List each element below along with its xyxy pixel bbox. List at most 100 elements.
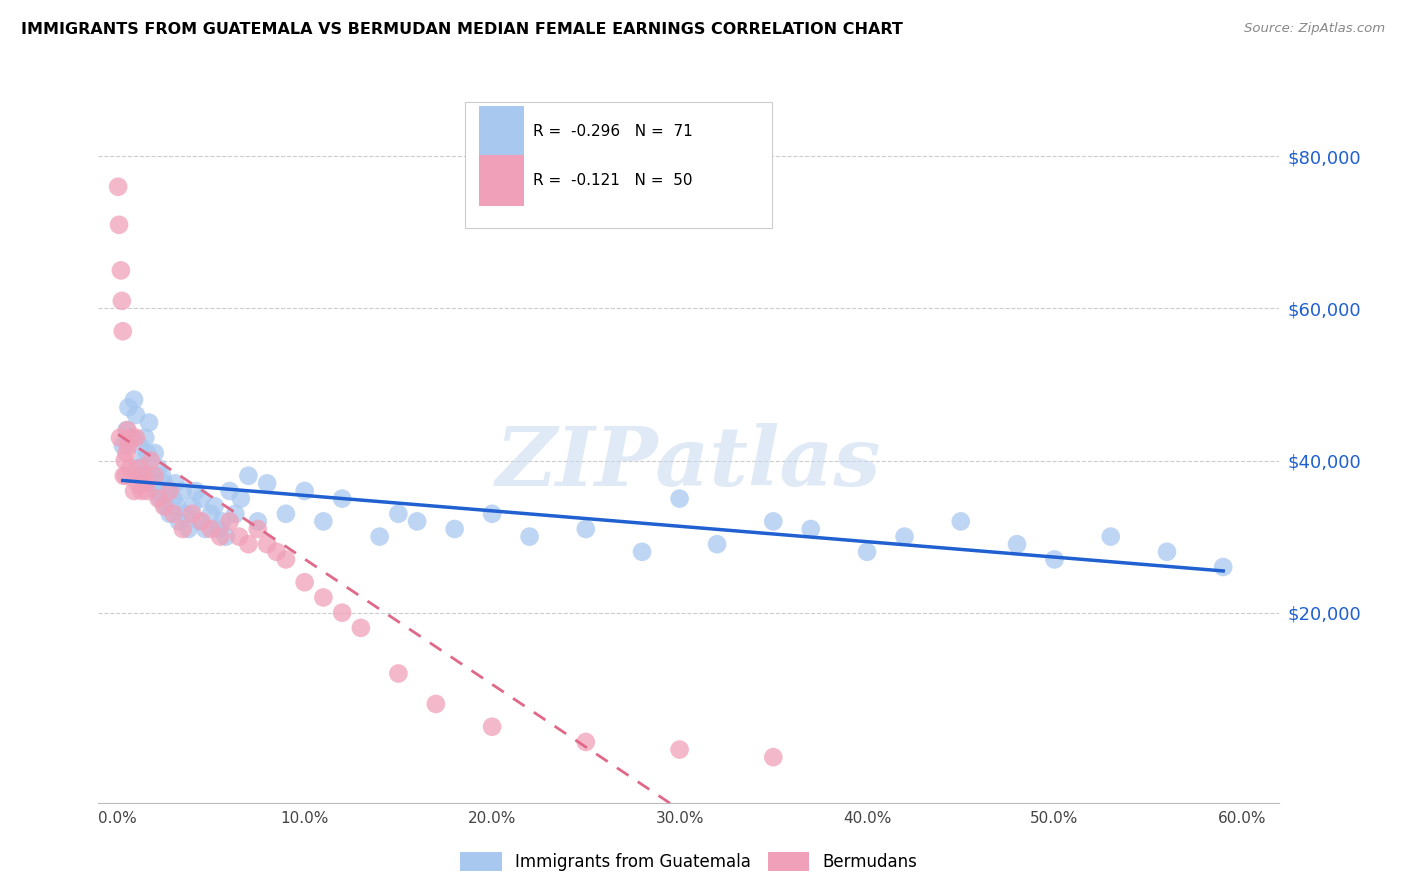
Point [150, 468, 173, 483]
Point [184, 483, 207, 498]
Point [330, 606, 353, 620]
Point [893, 530, 915, 544]
Point [238, 468, 260, 483]
Bar [478, 155, 523, 206]
Point [256, 476, 278, 491]
Point [1156, 545, 1178, 559]
Point [148, 491, 170, 506]
Point [215, 530, 238, 544]
Point [274, 552, 297, 566]
Point [107, 179, 129, 194]
Point [387, 507, 409, 521]
Point [181, 507, 204, 521]
Point [211, 515, 233, 529]
Point [1043, 552, 1066, 566]
Point [204, 499, 226, 513]
Point [162, 491, 184, 506]
Point [368, 530, 391, 544]
Point [575, 735, 598, 749]
Point [762, 515, 785, 529]
Point [143, 468, 166, 483]
Point [110, 263, 132, 277]
Point [142, 476, 165, 491]
Point [115, 446, 138, 460]
Point [172, 522, 194, 536]
Point [111, 438, 134, 452]
Point [200, 522, 222, 536]
Point [132, 468, 155, 483]
Point [246, 522, 269, 536]
Legend: Immigrants from Guatemala, Bermudans: Immigrants from Guatemala, Bermudans [454, 845, 924, 878]
Point [156, 483, 179, 498]
Point [443, 522, 465, 536]
Point [108, 431, 131, 445]
Point [128, 438, 150, 452]
Point [631, 545, 654, 559]
Point [406, 515, 429, 529]
Point [228, 530, 250, 544]
Point [122, 392, 145, 407]
FancyBboxPatch shape [464, 102, 772, 228]
Point [172, 483, 194, 498]
Point [224, 507, 246, 521]
Point [125, 408, 148, 422]
Point [668, 742, 690, 756]
Point [949, 515, 972, 529]
Point [153, 499, 176, 513]
Point [148, 461, 170, 475]
Text: R =  -0.296   N =  71: R = -0.296 N = 71 [533, 123, 693, 138]
Point [117, 423, 139, 437]
Point [131, 483, 153, 498]
Point [128, 461, 150, 475]
Text: Source: ZipAtlas.com: Source: ZipAtlas.com [1244, 22, 1385, 36]
Point [165, 476, 187, 491]
Point [188, 515, 211, 529]
Point [762, 750, 785, 764]
Text: ZIPatlas: ZIPatlas [496, 423, 882, 503]
Point [218, 483, 240, 498]
Point [706, 537, 728, 551]
Point [330, 491, 353, 506]
Point [1212, 560, 1234, 574]
Point [136, 446, 159, 460]
Point [294, 483, 316, 498]
Point [177, 522, 200, 536]
Point [800, 522, 823, 536]
Point [181, 499, 204, 513]
Text: R =  -0.121   N =  50: R = -0.121 N = 50 [533, 173, 693, 188]
Point [190, 515, 212, 529]
Point [125, 431, 148, 445]
Point [127, 476, 149, 491]
Point [162, 507, 184, 521]
Point [120, 461, 142, 475]
Point [668, 491, 690, 506]
Point [274, 507, 297, 521]
Point [136, 483, 159, 498]
Point [207, 522, 229, 536]
Text: IMMIGRANTS FROM GUATEMALA VS BERMUDAN MEDIAN FEMALE EARNINGS CORRELATION CHART: IMMIGRANTS FROM GUATEMALA VS BERMUDAN ME… [21, 22, 903, 37]
Point [856, 545, 879, 559]
Point [145, 483, 167, 498]
Point [114, 453, 136, 467]
Point [425, 697, 447, 711]
Point [256, 537, 278, 551]
Point [121, 431, 143, 445]
Point [134, 431, 156, 445]
Point [108, 218, 131, 232]
Point [143, 446, 166, 460]
Point [131, 468, 153, 483]
Point [115, 423, 138, 437]
Point [167, 515, 190, 529]
Point [173, 507, 195, 521]
Point [117, 401, 139, 415]
Point [387, 666, 409, 681]
Point [229, 491, 252, 506]
Point [312, 591, 335, 605]
Point [1005, 537, 1028, 551]
Point [200, 507, 222, 521]
Point [138, 416, 160, 430]
Point [155, 499, 177, 513]
Point [127, 461, 149, 475]
Point [117, 438, 139, 452]
Point [218, 515, 240, 529]
